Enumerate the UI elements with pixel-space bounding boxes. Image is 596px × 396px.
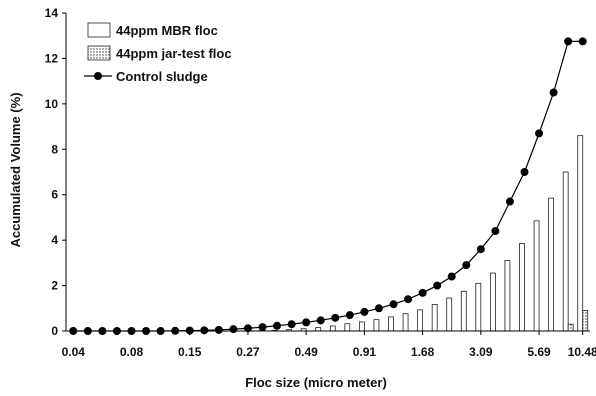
y-tick-label: 6 bbox=[51, 188, 58, 202]
bar-mbr-floc bbox=[388, 316, 394, 332]
legend-label: Control sludge bbox=[116, 69, 208, 84]
x-tick-label: 0.04 bbox=[62, 345, 86, 359]
y-axis-title: Accumulated Volume (%) bbox=[8, 92, 23, 247]
bar-jar-test-floc bbox=[567, 323, 574, 332]
x-axis-title: Floc size (micro meter) bbox=[245, 375, 387, 390]
x-tick-label: 0.91 bbox=[353, 345, 377, 359]
control-sludge-point bbox=[316, 316, 325, 325]
control-sludge-point bbox=[491, 227, 500, 236]
control-sludge-point bbox=[418, 288, 427, 297]
control-sludge-point bbox=[229, 325, 238, 334]
y-tick-label: 2 bbox=[51, 279, 58, 293]
bar-mbr-floc bbox=[548, 197, 555, 332]
bar-mbr-floc bbox=[533, 220, 540, 332]
x-tick-label: 5.69 bbox=[527, 345, 551, 359]
y-tick-label: 12 bbox=[45, 51, 59, 65]
bar-mbr-floc bbox=[373, 319, 380, 332]
control-sludge-point bbox=[549, 88, 558, 97]
control-sludge-point bbox=[273, 321, 282, 330]
x-tick-label: 0.49 bbox=[294, 345, 318, 359]
control-sludge-point bbox=[214, 325, 223, 334]
bar-mbr-floc bbox=[504, 260, 511, 332]
control-sludge-point bbox=[331, 313, 340, 322]
y-tick-label: 0 bbox=[51, 324, 58, 338]
x-tick-label: 0.27 bbox=[236, 345, 260, 359]
bar-mbr-floc bbox=[460, 290, 467, 332]
legend-label: 44ppm MBR floc bbox=[116, 23, 218, 38]
bar-mbr-floc bbox=[562, 171, 569, 332]
bar-mbr-floc bbox=[417, 309, 424, 332]
control-sludge-point bbox=[404, 295, 413, 304]
control-sludge-point bbox=[345, 311, 354, 320]
control-sludge-point bbox=[578, 37, 587, 46]
bar-mbr-floc bbox=[358, 321, 365, 332]
control-sludge-point bbox=[200, 326, 209, 335]
bar-mbr-floc bbox=[431, 304, 438, 332]
bar-mbr-floc bbox=[577, 135, 584, 332]
x-tick-label: 10.48 bbox=[568, 345, 596, 359]
control-sludge-point bbox=[374, 304, 383, 313]
control-sludge-point bbox=[243, 324, 252, 333]
x-tick-label: 0.08 bbox=[120, 345, 144, 359]
legend: 44ppm MBR floc 44ppm jar-test floc Control… bbox=[84, 22, 232, 84]
control-sludge-point bbox=[360, 307, 369, 316]
legend-swatch bbox=[87, 45, 111, 61]
bar-mbr-floc bbox=[315, 327, 322, 332]
bar-mbr-floc bbox=[489, 272, 496, 332]
control-sludge-point bbox=[447, 272, 456, 281]
control-sludge-point bbox=[302, 318, 311, 327]
y-tick-label: 8 bbox=[51, 142, 58, 156]
bar-mbr-floc bbox=[446, 297, 453, 332]
control-sludge-point bbox=[564, 37, 573, 46]
legend-marker bbox=[94, 72, 102, 80]
bar-mbr-floc bbox=[344, 323, 351, 332]
control-sludge-point bbox=[389, 300, 398, 309]
bar-jar-test-floc bbox=[582, 310, 589, 332]
control-sludge-point bbox=[433, 281, 442, 290]
control-sludge-point bbox=[462, 261, 471, 270]
bar-mbr-floc bbox=[402, 313, 409, 332]
control-sludge-point bbox=[520, 168, 529, 176]
legend-label: 44ppm jar-test floc bbox=[116, 46, 232, 61]
bar-mbr-floc bbox=[519, 243, 525, 332]
legend-swatch bbox=[87, 22, 111, 38]
y-tick-label: 4 bbox=[51, 233, 58, 247]
y-tick-label: 10 bbox=[45, 97, 59, 111]
bar-mbr-floc bbox=[475, 282, 482, 332]
axes: 0 2 4 6 8 10 12 14 0.04 0.08 0.15 0.27 0.49 0.91 1.68 3… bbox=[45, 6, 596, 359]
plot-area bbox=[69, 37, 589, 335]
bar-mbr-floc bbox=[329, 325, 336, 332]
control-sludge-point bbox=[287, 320, 296, 329]
x-tick-label: 1.68 bbox=[411, 345, 435, 359]
control-sludge-point bbox=[258, 323, 267, 332]
y-tick-label: 14 bbox=[45, 6, 59, 20]
control-sludge-point bbox=[476, 245, 485, 254]
x-tick-label: 3.09 bbox=[469, 345, 493, 359]
control-sludge-point bbox=[535, 129, 544, 138]
control-sludge-point bbox=[505, 197, 514, 206]
x-tick-label: 0.15 bbox=[178, 345, 202, 359]
